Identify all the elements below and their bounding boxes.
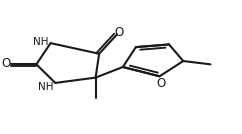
Text: O: O — [115, 26, 124, 39]
Text: NH: NH — [38, 82, 53, 92]
Text: NH: NH — [33, 37, 49, 47]
Text: O: O — [156, 77, 165, 90]
Text: O: O — [1, 57, 10, 70]
